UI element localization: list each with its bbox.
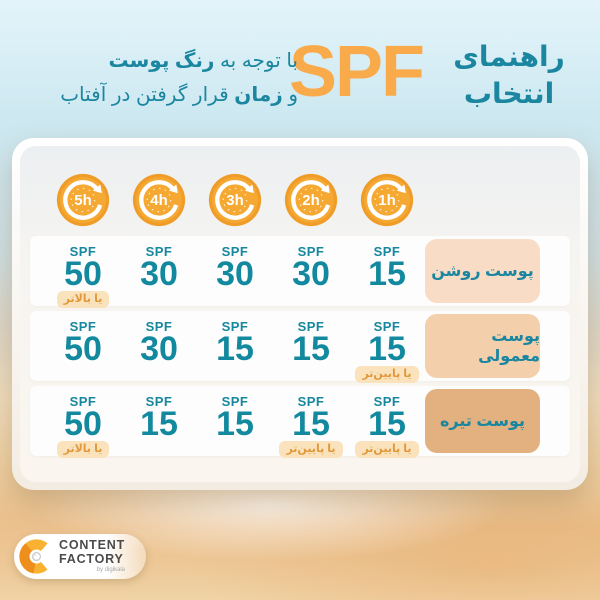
spf-cell: SPF 15 bbox=[197, 311, 273, 381]
spf-label: SPF bbox=[69, 394, 97, 409]
spf-label: SPF bbox=[145, 319, 173, 334]
spf-label: SPF bbox=[297, 244, 325, 259]
page-subtitle: با توجه به رنگ پوست و زمان قرار گرفتن در… bbox=[28, 44, 298, 112]
spf-label: SPF bbox=[145, 244, 173, 259]
spf-cell: SPF 50 bbox=[45, 311, 121, 381]
spf-value: 15 bbox=[368, 330, 406, 368]
spf-logo-text: SPF bbox=[288, 32, 425, 112]
spf-label: SPF bbox=[297, 319, 325, 334]
spf-badge: یا پایین‌تر bbox=[355, 441, 419, 458]
table-row-dark-skin: SPF 50 یا بالاتر SPF 15 SPF 15 SPF 15 یا پایین… bbox=[30, 386, 570, 458]
spf-label: SPF bbox=[373, 394, 401, 409]
brand-line1: CONTENT bbox=[59, 538, 126, 552]
spf-value: 15 bbox=[292, 405, 330, 443]
spf-value: 50 bbox=[64, 330, 102, 368]
spf-value: 15 bbox=[292, 330, 330, 368]
svg-text:1h: 1h bbox=[378, 192, 395, 209]
spf-cell: SPF 15 bbox=[273, 311, 349, 381]
spf-value: 30 bbox=[216, 255, 254, 293]
spf-value: 50 bbox=[64, 405, 102, 443]
spf-cell: SPF 30 bbox=[121, 311, 197, 381]
brand-text: CONTENT FACTORY by digikala bbox=[59, 538, 126, 574]
spf-value: 30 bbox=[140, 330, 178, 368]
clock-icon-1h: 1h bbox=[359, 172, 415, 228]
spf-cell: SPF 15 bbox=[197, 386, 273, 456]
spf-label: SPF bbox=[221, 319, 249, 334]
brand-line2: FACTORY bbox=[59, 551, 124, 566]
spf-cell: SPF 30 bbox=[121, 236, 197, 306]
spf-value: 30 bbox=[292, 255, 330, 293]
spf-label: SPF bbox=[69, 244, 97, 259]
svg-text:2h: 2h bbox=[302, 192, 319, 209]
content-factory-c-icon bbox=[19, 539, 48, 574]
spf-value: 15 bbox=[368, 255, 406, 293]
svg-text:5h: 5h bbox=[74, 192, 91, 209]
clock-icon-5h: 5h bbox=[55, 172, 111, 228]
duration-header-row: 5h 4h 3h 2h 1h bbox=[30, 172, 425, 228]
spf-cell: SPF 50 یا بالاتر bbox=[45, 236, 121, 308]
spf-badge: یا پایین‌تر bbox=[279, 441, 343, 458]
page-title: راهنمای انتخاب bbox=[434, 38, 584, 112]
spf-cell: SPF 30 bbox=[197, 236, 273, 306]
brand-logo: CONTENT FACTORY by digikala bbox=[14, 534, 146, 579]
spf-cell: SPF 15 یا پایین‌تر bbox=[273, 386, 349, 458]
skin-label-dark: پوست تیره bbox=[425, 389, 540, 453]
page-title-line2: انتخاب bbox=[463, 78, 555, 109]
page-title-line1: راهنمای bbox=[453, 41, 565, 72]
spf-cell: SPF 15 bbox=[349, 236, 425, 306]
clock-icon-4h: 4h bbox=[131, 172, 187, 228]
skin-label-normal: پوست معمولی bbox=[425, 314, 540, 378]
skin-label-light: پوست روشن bbox=[425, 239, 540, 303]
table-row-light-skin: SPF 50 یا بالاتر SPF 30 SPF 30 SPF 30 SPF 15 پ… bbox=[30, 236, 570, 308]
spf-value: 15 bbox=[216, 330, 254, 368]
subtitle-line2: و زمان قرار گرفتن در آفتاب bbox=[60, 84, 298, 106]
spf-label: SPF bbox=[373, 244, 401, 259]
card-inner-panel: 5h 4h 3h 2h 1h SPF 50 یا بالاتر SPF 30 bbox=[20, 146, 580, 482]
svg-text:3h: 3h bbox=[226, 192, 243, 209]
spf-value: 15 bbox=[216, 405, 254, 443]
spf-label: SPF bbox=[69, 319, 97, 334]
spf-value: 50 bbox=[64, 255, 102, 293]
spf-value: 15 bbox=[140, 405, 178, 443]
spf-cell: SPF 15 bbox=[121, 386, 197, 456]
spf-table-card: 5h 4h 3h 2h 1h SPF 50 یا بالاتر SPF 30 bbox=[12, 138, 588, 490]
svg-text:4h: 4h bbox=[150, 192, 167, 209]
spf-badge: یا پایین‌تر bbox=[355, 366, 419, 383]
spf-label: SPF bbox=[373, 319, 401, 334]
spf-label: SPF bbox=[297, 394, 325, 409]
brand-subtext: by digikala bbox=[96, 567, 126, 573]
spf-cell: SPF 15 یا پایین‌تر bbox=[349, 311, 425, 383]
spf-value: 15 bbox=[368, 405, 406, 443]
clock-icon-2h: 2h bbox=[283, 172, 339, 228]
spf-cell: SPF 30 bbox=[273, 236, 349, 306]
spf-label: SPF bbox=[145, 394, 173, 409]
spf-cell: SPF 50 یا بالاتر bbox=[45, 386, 121, 458]
clock-icon-3h: 3h bbox=[207, 172, 263, 228]
table-row-normal-skin: SPF 50 SPF 30 SPF 15 SPF 15 SPF 15 یا پایین‌تر… bbox=[30, 311, 570, 383]
subtitle-line1: با توجه به رنگ پوست bbox=[108, 50, 298, 72]
spf-badge: یا بالاتر bbox=[56, 291, 110, 308]
spf-cell: SPF 15 یا پایین‌تر bbox=[349, 386, 425, 458]
spf-label: SPF bbox=[221, 244, 249, 259]
spf-label: SPF bbox=[221, 394, 249, 409]
spf-badge: یا بالاتر bbox=[56, 441, 110, 458]
spf-value: 30 bbox=[140, 255, 178, 293]
